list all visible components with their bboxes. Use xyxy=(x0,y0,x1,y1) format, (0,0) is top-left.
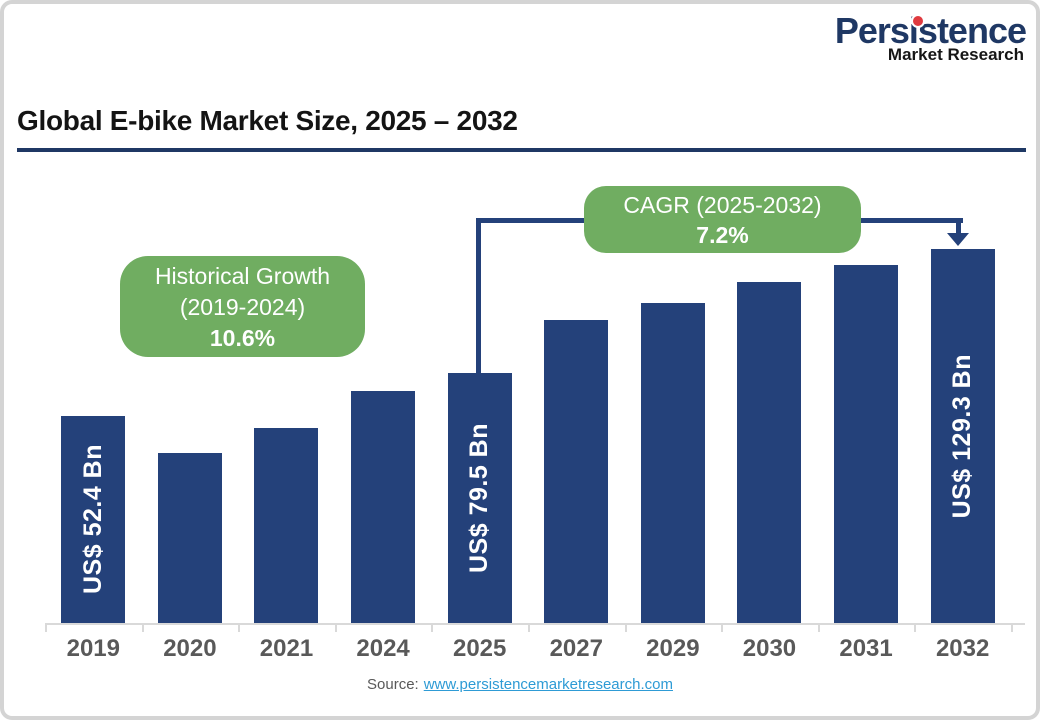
bar-column: 2031 xyxy=(818,160,915,667)
historical-growth-value: 10.6% xyxy=(209,325,276,351)
x-axis-tick xyxy=(914,623,917,632)
bar-zone xyxy=(625,160,722,623)
x-tick-label: 2024 xyxy=(356,635,410,662)
bar xyxy=(834,265,899,623)
bar xyxy=(351,391,416,623)
bar-column: US$ 52.4 Bn 2019 xyxy=(45,160,142,667)
bar: US$ 52.4 Bn xyxy=(61,416,126,623)
cagr-arrow-down-icon xyxy=(947,233,969,246)
x-axis-ticks xyxy=(45,623,1013,633)
title-underline xyxy=(17,148,1026,152)
bar xyxy=(254,428,319,623)
logo-wordmark: Persistence xyxy=(834,10,1027,51)
source-line: Source: www.persistencemarketresearch.com xyxy=(0,676,1040,693)
bar-zone xyxy=(238,160,335,623)
x-tick-label: 2032 xyxy=(935,635,990,662)
logo-wordmark-text: Persistence xyxy=(834,10,1027,51)
x-tick-label: 2027 xyxy=(549,635,603,662)
bar-chart: US$ 52.4 Bn 2019 2020 2021 2024 xyxy=(45,160,1011,667)
source-label: Source: xyxy=(367,676,419,693)
bar-zone: US$ 79.5 Bn xyxy=(431,160,528,623)
bar-value-label: US$ 129.3 Bn xyxy=(948,353,977,519)
x-tick-label: 2029 xyxy=(646,635,700,662)
chart-title: Global E-bike Market Size, 2025 – 2032 xyxy=(17,105,518,136)
x-tick-label: 2025 xyxy=(452,635,507,662)
bar xyxy=(640,303,705,623)
bar-value-label: US$ 79.5 Bn xyxy=(465,422,494,573)
bar-zone xyxy=(335,160,432,623)
bar-column: 2030 xyxy=(721,160,818,667)
bar-zone xyxy=(818,160,915,623)
bar-value-label: US$ 52.4 Bn xyxy=(78,444,107,595)
bar xyxy=(737,282,802,623)
bar-column: 2027 xyxy=(528,160,625,667)
bar-column: 2029 xyxy=(625,160,722,667)
cagr-value: 7.2% xyxy=(696,222,749,248)
historical-growth-callout: Historical Growth (2019-2024) 10.6% xyxy=(120,256,365,357)
bar: US$ 79.5 Bn xyxy=(447,373,512,623)
x-axis-tick xyxy=(431,623,434,632)
historical-growth-line2: (2019-2024) xyxy=(179,294,306,320)
x-tick-label: 2031 xyxy=(839,635,893,662)
historical-growth-line1: Historical Growth xyxy=(154,263,331,289)
bar-zone xyxy=(721,160,818,623)
logo-red-dot-icon xyxy=(912,16,923,26)
x-axis-tick xyxy=(817,623,820,632)
bar-column: 2024 xyxy=(335,160,432,667)
cagr-bracket-left-line xyxy=(476,218,481,375)
source-link[interactable]: www.persistencemarketresearch.com xyxy=(423,676,673,693)
x-axis-line xyxy=(45,623,1025,625)
cagr-bracket-right-line xyxy=(956,218,961,235)
logo: Persistence Market Research xyxy=(834,10,1027,65)
bar: US$ 129.3 Bn xyxy=(930,249,995,623)
bar-column: 2021 xyxy=(238,160,335,667)
x-axis-tick xyxy=(141,623,144,632)
bar xyxy=(544,320,609,623)
x-axis-tick xyxy=(238,623,241,632)
x-tick-label: 2020 xyxy=(163,635,217,662)
bar-zone: US$ 52.4 Bn xyxy=(45,160,142,623)
bar-zone xyxy=(528,160,625,623)
bar-column: 2020 xyxy=(142,160,239,667)
bar-column: US$ 129.3 Bn 2032 xyxy=(914,160,1011,667)
x-axis-tick xyxy=(45,623,47,632)
bar xyxy=(157,453,222,623)
cagr-callout: CAGR (2025-2032) 7.2% xyxy=(584,186,861,253)
x-axis-tick xyxy=(721,623,724,632)
logo-tagline: Market Research xyxy=(887,45,1024,64)
bar-zone xyxy=(142,160,239,623)
x-axis-tick xyxy=(528,623,530,632)
x-axis-tick xyxy=(1011,623,1013,632)
x-tick-label: 2021 xyxy=(259,635,314,662)
x-tick-label: 2019 xyxy=(66,635,120,662)
x-axis-tick xyxy=(334,623,337,632)
x-axis-tick xyxy=(624,623,627,632)
bar-column: US$ 79.5 Bn 2025 xyxy=(431,160,528,667)
bar-zone: US$ 129.3 Bn xyxy=(914,160,1011,623)
cagr-line1: CAGR (2025-2032) xyxy=(623,192,822,218)
x-tick-label: 2030 xyxy=(742,635,797,662)
